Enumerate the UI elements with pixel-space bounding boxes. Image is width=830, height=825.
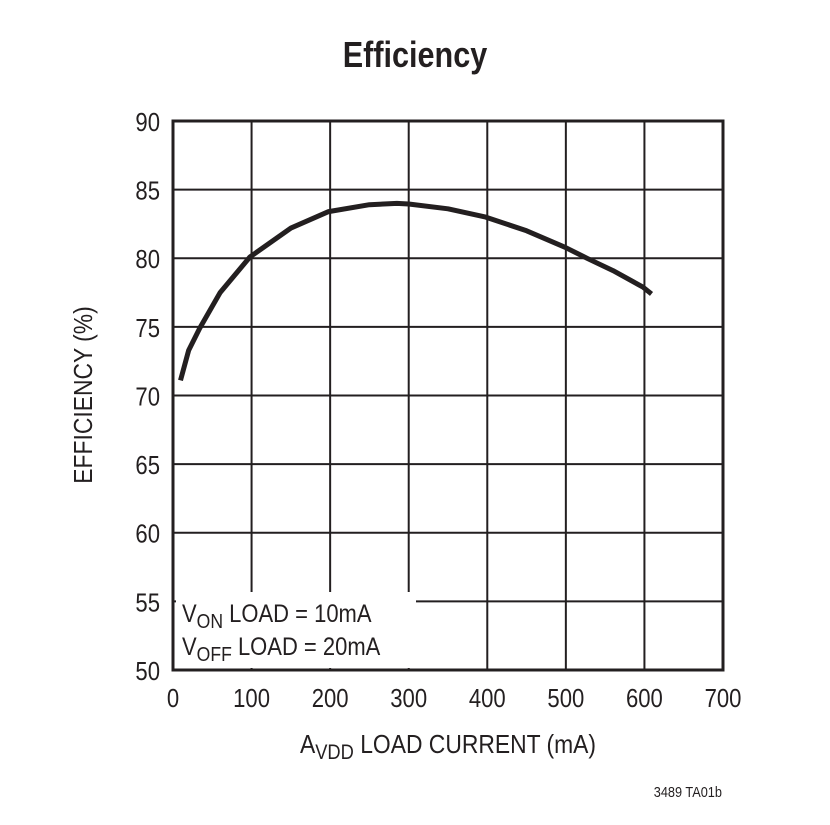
annotation-von: VON LOAD = 10mA <box>182 600 372 633</box>
x-tick-label: 500 <box>547 684 584 713</box>
y-tick-label: 60 <box>135 520 160 549</box>
annotation-voff: VOFF LOAD = 20mA <box>182 633 381 666</box>
y-tick-label: 85 <box>135 177 160 206</box>
y-axis-label: EFFICIENCY (%) <box>70 306 99 483</box>
y-tick-label: 50 <box>135 657 160 686</box>
y-tick-label: 55 <box>135 589 160 618</box>
chart-title: Efficiency <box>343 36 488 76</box>
x-tick-label: 300 <box>390 684 427 713</box>
x-tick-label: 100 <box>233 684 270 713</box>
x-tick-label: 400 <box>469 684 506 713</box>
annotation-backdrop <box>176 592 416 668</box>
efficiency-curve <box>178 200 654 382</box>
y-tick-label: 65 <box>135 451 160 480</box>
footnote: 3489 TA01b <box>654 783 722 800</box>
x-tick-label: 200 <box>312 684 349 713</box>
x-tick-label: 700 <box>705 684 742 713</box>
y-tick-label: 90 <box>135 108 160 137</box>
y-tick-label: 70 <box>135 383 160 412</box>
plot-frame <box>171 119 725 672</box>
x-tick-label: 0 <box>167 684 179 713</box>
x-axis-label: AVDD LOAD CURRENT (mA) <box>300 731 596 765</box>
y-tick-label: 75 <box>135 314 160 343</box>
x-tick-label: 600 <box>626 684 663 713</box>
y-tick-label: 80 <box>135 246 160 275</box>
